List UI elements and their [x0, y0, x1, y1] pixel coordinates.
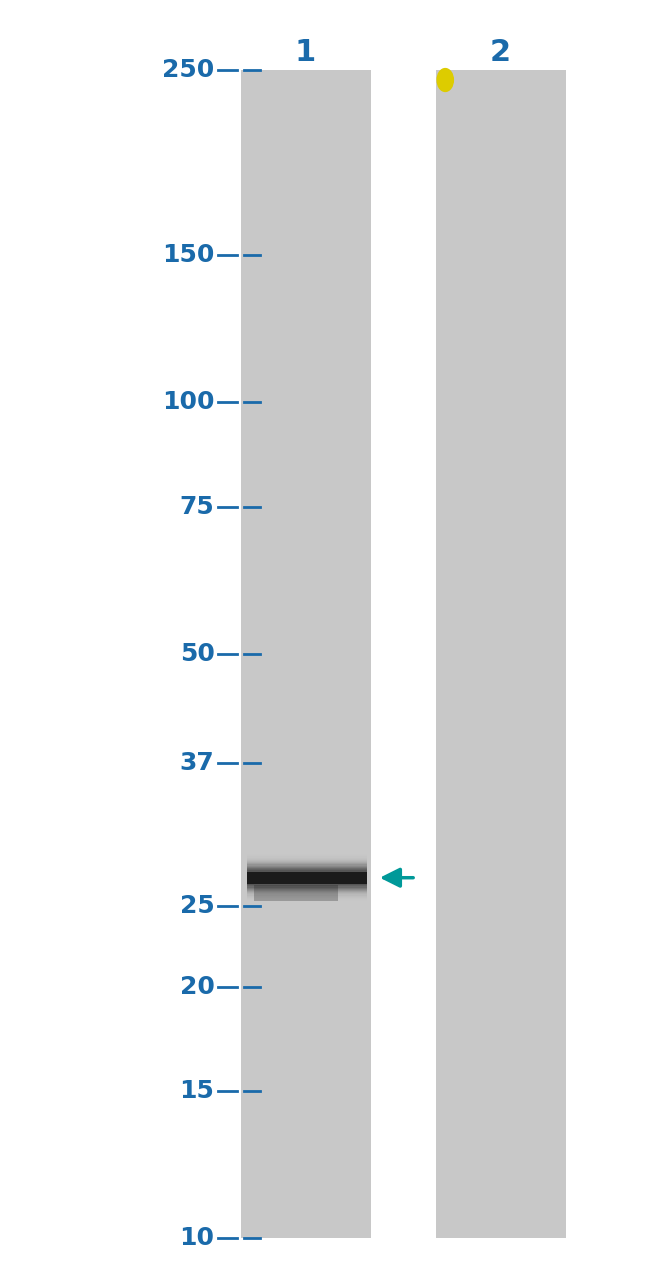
Bar: [247, 857, 367, 898]
Text: 250: 250: [162, 58, 214, 81]
Bar: [247, 855, 367, 900]
Bar: [247, 865, 367, 892]
Bar: [247, 852, 367, 904]
Text: 75: 75: [180, 495, 214, 519]
Text: 2: 2: [490, 38, 511, 67]
Bar: [247, 850, 367, 906]
Text: 50: 50: [179, 643, 214, 665]
Text: 15: 15: [179, 1080, 214, 1104]
Text: 1: 1: [295, 38, 316, 67]
Bar: [247, 853, 367, 903]
Text: 150: 150: [162, 244, 214, 267]
Text: 20: 20: [179, 974, 214, 998]
Bar: [247, 869, 367, 886]
Bar: [247, 864, 367, 893]
Text: 25: 25: [180, 894, 214, 918]
Bar: [247, 862, 367, 893]
Bar: [247, 867, 367, 888]
Bar: [436, 70, 566, 1238]
Bar: [247, 861, 367, 894]
Text: 37: 37: [180, 752, 214, 776]
Text: 100: 100: [162, 390, 214, 414]
Bar: [247, 860, 367, 895]
Bar: [247, 866, 367, 889]
Bar: [247, 851, 367, 904]
Bar: [247, 866, 367, 890]
Bar: [247, 856, 367, 899]
Text: 10: 10: [179, 1227, 214, 1250]
Bar: [240, 70, 370, 1238]
Bar: [247, 871, 367, 884]
Bar: [247, 848, 367, 907]
Bar: [247, 855, 367, 902]
Bar: [247, 859, 367, 897]
Bar: [247, 870, 367, 885]
Bar: [254, 885, 338, 900]
Ellipse shape: [437, 69, 454, 91]
